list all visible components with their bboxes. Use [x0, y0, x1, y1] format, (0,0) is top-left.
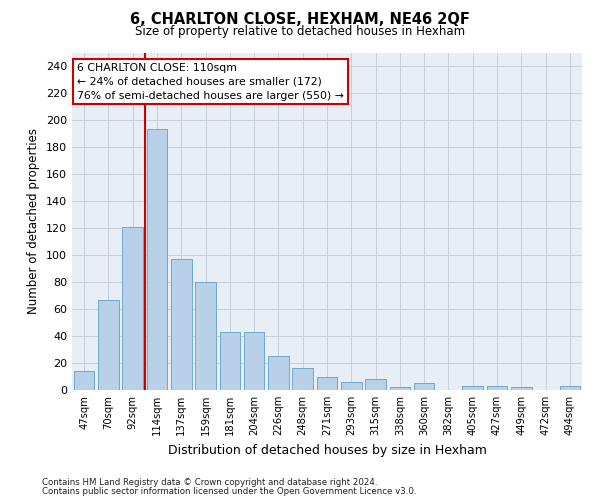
Bar — [414, 383, 434, 390]
Bar — [171, 259, 191, 390]
Bar — [389, 388, 410, 390]
Bar — [365, 379, 386, 390]
Text: 6 CHARLTON CLOSE: 110sqm
← 24% of detached houses are smaller (172)
76% of semi-: 6 CHARLTON CLOSE: 110sqm ← 24% of detach… — [77, 62, 344, 100]
Bar — [244, 332, 265, 390]
Bar — [292, 368, 313, 390]
Bar — [220, 332, 240, 390]
Bar — [98, 300, 119, 390]
Bar — [463, 386, 483, 390]
Y-axis label: Number of detached properties: Number of detached properties — [28, 128, 40, 314]
Bar — [74, 371, 94, 390]
Bar — [146, 130, 167, 390]
X-axis label: Distribution of detached houses by size in Hexham: Distribution of detached houses by size … — [167, 444, 487, 456]
Bar — [487, 386, 508, 390]
Bar — [560, 386, 580, 390]
Text: Contains HM Land Registry data © Crown copyright and database right 2024.: Contains HM Land Registry data © Crown c… — [42, 478, 377, 487]
Bar — [341, 382, 362, 390]
Bar — [195, 282, 216, 390]
Bar — [511, 388, 532, 390]
Bar — [268, 356, 289, 390]
Bar — [122, 226, 143, 390]
Text: Contains public sector information licensed under the Open Government Licence v3: Contains public sector information licen… — [42, 487, 416, 496]
Text: Size of property relative to detached houses in Hexham: Size of property relative to detached ho… — [135, 25, 465, 38]
Bar — [317, 376, 337, 390]
Text: 6, CHARLTON CLOSE, HEXHAM, NE46 2QF: 6, CHARLTON CLOSE, HEXHAM, NE46 2QF — [130, 12, 470, 28]
